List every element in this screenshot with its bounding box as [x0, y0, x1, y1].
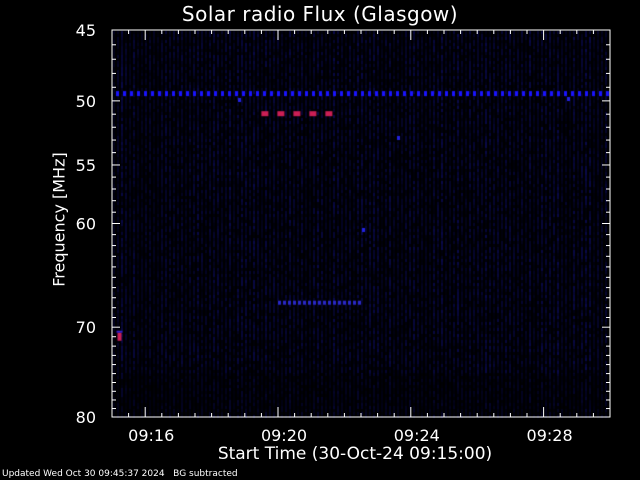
x-axis-label: Start Time (30-Oct-24 09:15:00): [217, 444, 493, 464]
y-tick-label: 60: [76, 215, 96, 234]
y-tick-label: 55: [76, 156, 96, 175]
plot-frame: [111, 29, 611, 418]
x-tick-label: 09:28: [527, 426, 573, 445]
y-tick-label: 45: [76, 21, 96, 40]
updated-timestamp: Updated Wed Oct 30 09:45:37 2024: [2, 469, 165, 479]
y-tick-label: 70: [76, 318, 96, 337]
footer-status: Updated Wed Oct 30 09:45:37 2024 BG subt…: [2, 469, 238, 479]
x-tick-label: 09:20: [261, 426, 307, 445]
chart-title: Solar radio Flux (Glasgow): [181, 2, 459, 26]
x-tick-label: 09:16: [128, 426, 174, 445]
y-tick-label: 80: [76, 408, 96, 427]
bg-subtracted-note: BG subtracted: [173, 469, 238, 479]
y-tick-label: 50: [76, 92, 96, 111]
x-tick-label: 09:24: [394, 426, 440, 445]
y-axis-label: Frequency [MHz]: [49, 152, 69, 287]
